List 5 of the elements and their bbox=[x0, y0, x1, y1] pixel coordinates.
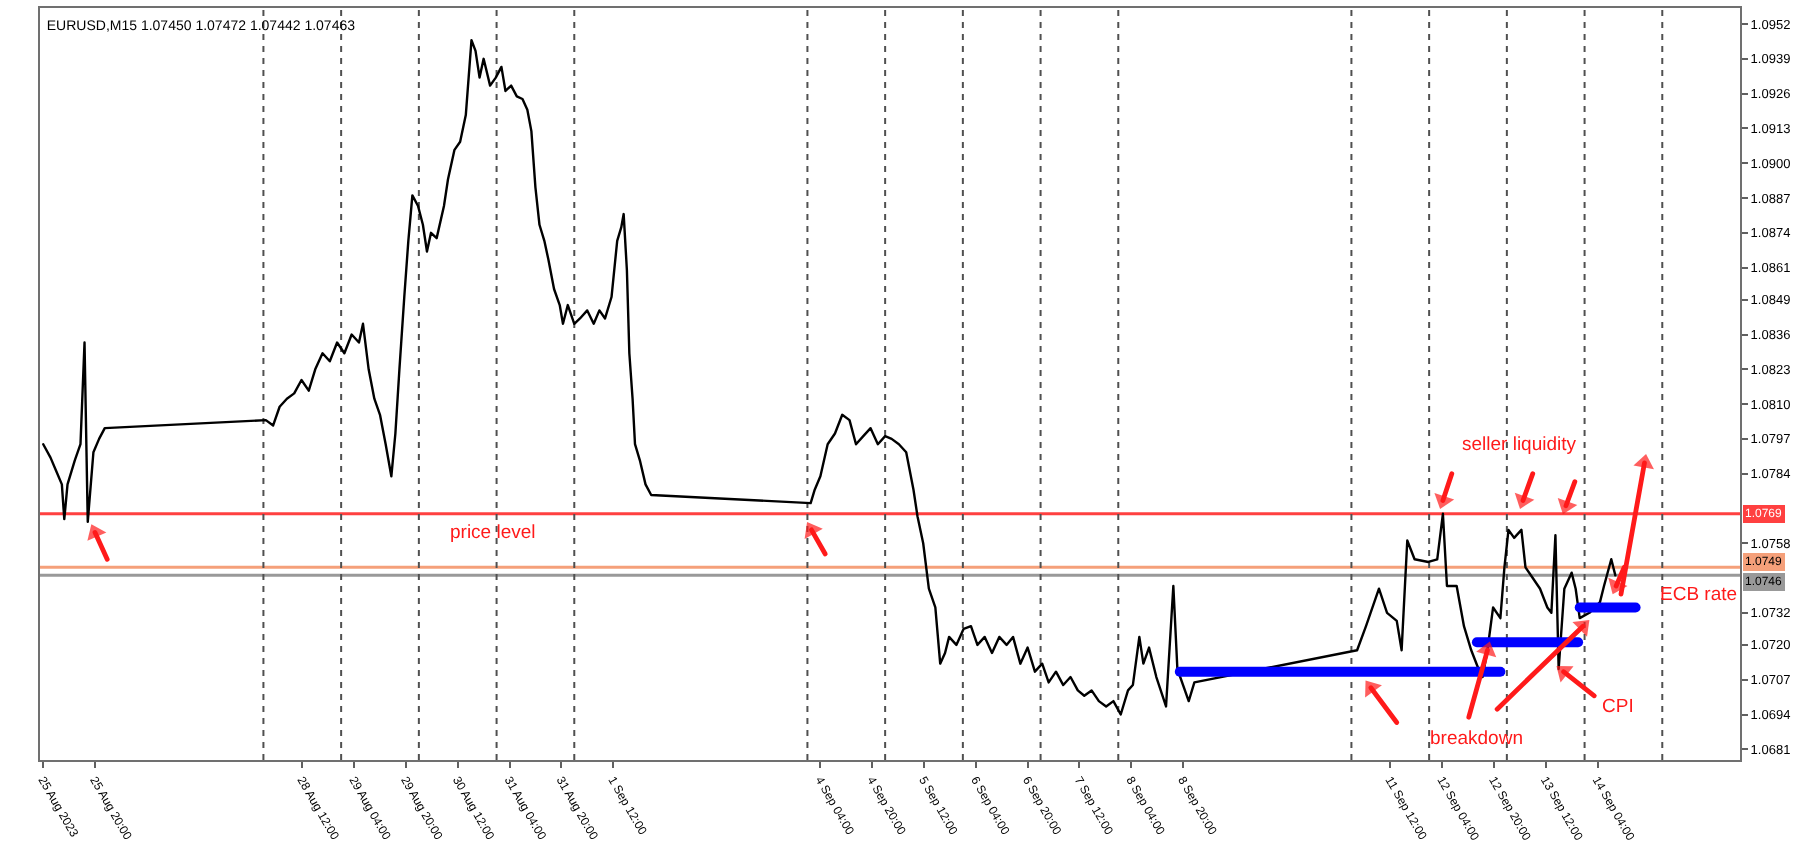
annotation: price level bbox=[450, 522, 536, 544]
annotation: seller liquidity bbox=[1462, 434, 1577, 456]
annotation: breakdown bbox=[1430, 728, 1523, 750]
annotation: CPI bbox=[1602, 696, 1634, 718]
annotation: ECB rate bbox=[1660, 584, 1738, 606]
